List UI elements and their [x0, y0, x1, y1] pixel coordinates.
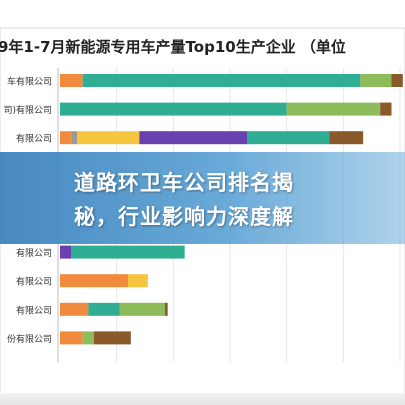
- category-label: 份有限公司: [7, 333, 52, 345]
- bar-segment: [391, 74, 403, 87]
- bar-segment: [77, 131, 140, 145]
- bar-segment: [82, 74, 361, 87]
- bar-segment: [128, 274, 148, 288]
- bar-segment: [71, 131, 77, 145]
- bar-segment: [164, 302, 168, 316]
- bar-segment: [60, 131, 72, 145]
- bar-segment: [94, 331, 131, 345]
- bar-segment: [60, 302, 89, 316]
- bar-segment: [71, 245, 185, 259]
- category-label: 司)有限公司: [3, 104, 52, 116]
- bar-segment: [329, 131, 364, 145]
- category-label: 车有限公司: [7, 76, 52, 88]
- bottom-strip: [0, 393, 405, 405]
- headline-text: 道路环卫车公司排名揭 秘，行业影响力深度解: [74, 171, 294, 229]
- category-label: 有限公司: [16, 276, 52, 288]
- bar-segment: [247, 131, 330, 145]
- bar-segment: [60, 102, 287, 116]
- bar-segment: [286, 102, 381, 116]
- bar-segment: [60, 331, 83, 345]
- chart-title: 9年1-7月新能源专用车产量Top10生产企业 （单位: [0, 38, 346, 56]
- bar-segment: [88, 302, 120, 316]
- bar-segment: [82, 331, 94, 345]
- bar-segment: [60, 74, 83, 87]
- category-label: 有限公司: [16, 247, 52, 259]
- bar-segment: [360, 74, 392, 87]
- category-label: 有限公司: [16, 304, 52, 316]
- category-label: 有限公司: [16, 133, 52, 145]
- headline-banner: 道路环卫车公司排名揭 秘，行业影响力深度解: [0, 152, 405, 244]
- bar-segment: [60, 245, 72, 259]
- bar-segment: [380, 102, 392, 116]
- bar-segment: [119, 302, 165, 316]
- bar-segment: [60, 274, 128, 288]
- bar-segment: [139, 131, 247, 145]
- bars: [60, 74, 403, 345]
